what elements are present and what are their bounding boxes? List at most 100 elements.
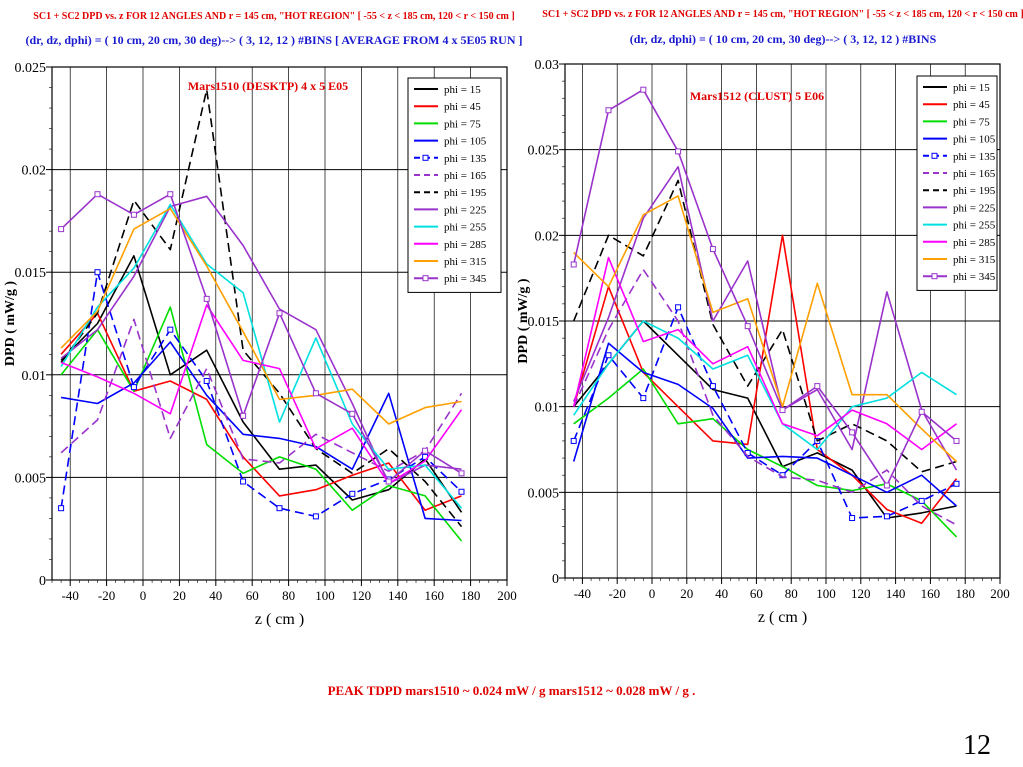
legend-label: phi = 225 (444, 204, 487, 216)
data-point-marker (203, 377, 210, 384)
x-tick-label: 180 (955, 586, 975, 601)
data-point-marker (167, 191, 174, 198)
legend-label: phi = 105 (444, 136, 487, 148)
legend-label: phi = 285 (444, 239, 487, 251)
data-point-marker (422, 447, 429, 454)
x-tick-label: 40 (209, 588, 222, 603)
data-point-marker (240, 412, 247, 419)
legend-label: phi = 255 (444, 222, 487, 234)
data-point-marker (349, 410, 356, 417)
data-point-marker (675, 148, 682, 155)
x-tick-label: 80 (282, 588, 295, 603)
y-tick-label: 0.01 (22, 369, 47, 384)
data-point-marker (744, 323, 751, 330)
legend-label: phi = 165 (953, 168, 996, 180)
data-point-marker (883, 513, 890, 520)
data-point-marker (605, 107, 612, 114)
series-line (572, 306, 957, 519)
series-line (60, 271, 463, 518)
legend-label: phi = 315 (444, 256, 487, 268)
series-line (572, 88, 958, 487)
series-line (60, 341, 462, 522)
data-point-marker (312, 390, 319, 397)
x-tick-label: -20 (98, 588, 115, 603)
x-tick-label: 140 (388, 588, 408, 603)
legend-label: phi = 225 (953, 202, 996, 214)
series-line (60, 203, 463, 509)
series-line (572, 166, 958, 471)
y-tick-label: 0.02 (22, 164, 47, 179)
y-tick-label: 0.025 (15, 61, 47, 76)
legend-label: phi = 165 (444, 170, 487, 182)
legend-label: phi = 135 (444, 153, 487, 165)
x-tick-label: 120 (352, 588, 372, 603)
data-point-marker (953, 437, 960, 444)
y-axis-label: DPD ( mW/g ) (3, 281, 18, 366)
x-axis-label: z ( cm ) (758, 609, 807, 626)
data-point-marker (849, 429, 856, 436)
series-line (572, 179, 957, 473)
data-point-marker (385, 478, 392, 485)
series-line (572, 256, 957, 451)
legend-label: phi = 345 (953, 271, 996, 283)
data-point-marker (240, 478, 247, 485)
data-point-marker (953, 480, 960, 487)
series-line (60, 312, 462, 512)
x-tick-label: 180 (461, 588, 481, 603)
x-tick-label: -40 (574, 586, 591, 601)
x-tick-label: 100 (315, 588, 335, 603)
y-tick-label: 0.02 (535, 229, 560, 244)
data-point-marker (570, 437, 577, 444)
y-tick-label: 0 (39, 574, 46, 589)
legend-label: phi = 45 (444, 101, 481, 113)
x-tick-label: 140 (886, 586, 906, 601)
y-tick-label: 0.03 (535, 58, 560, 73)
data-point-marker (883, 482, 890, 489)
legend-label: phi = 15 (444, 84, 481, 96)
legend-label: phi = 285 (953, 237, 996, 249)
data-point-marker (94, 191, 101, 198)
data-point-marker (458, 470, 465, 477)
legend-marker (931, 273, 938, 280)
x-tick-label: -40 (62, 588, 79, 603)
x-tick-label: 40 (715, 586, 728, 601)
series-line (60, 88, 463, 528)
x-tick-label: 60 (750, 586, 763, 601)
y-tick-label: 0 (552, 572, 559, 587)
data-point-marker (570, 261, 577, 268)
chart-subtitle: (dr, dz, dphi) = ( 10 cm, 20 cm, 30 deg)… (630, 32, 937, 46)
y-tick-label: 0.025 (528, 144, 560, 159)
data-point-marker (918, 497, 925, 504)
legend-label: phi = 195 (444, 187, 487, 199)
x-axis-label: z ( cm ) (255, 611, 304, 628)
x-tick-label: 200 (497, 588, 517, 603)
legend-label: phi = 75 (953, 116, 990, 128)
data-point-marker (709, 383, 716, 390)
data-point-marker (458, 488, 465, 495)
y-tick-label: 0.015 (528, 315, 560, 330)
x-tick-label: 100 (816, 586, 836, 601)
x-tick-label: 80 (785, 586, 798, 601)
data-point-marker (130, 211, 137, 218)
series-line (60, 193, 462, 483)
legend-label: phi = 255 (953, 220, 996, 232)
data-point-marker (94, 269, 101, 276)
series-line (572, 268, 957, 526)
legend-label: phi = 105 (953, 134, 996, 146)
y-tick-label: 0.01 (535, 401, 560, 416)
chart-subtitle: (dr, dz, dphi) = ( 10 cm, 20 cm, 30 deg)… (25, 33, 522, 47)
legend-label: phi = 45 (953, 99, 990, 111)
data-point-marker (130, 384, 137, 391)
legend-label: phi = 195 (953, 185, 996, 197)
x-tick-label: 200 (990, 586, 1010, 601)
data-point-marker (779, 407, 786, 414)
legend-label: phi = 135 (953, 151, 996, 163)
x-tick-label: 0 (140, 588, 147, 603)
series-line (60, 255, 463, 513)
legend-box (916, 75, 998, 291)
x-tick-label: 0 (649, 586, 656, 601)
run-annotation: Mars1512 (CLUST) 5 E06 (690, 89, 824, 103)
x-tick-label: 20 (680, 586, 693, 601)
data-point-marker (167, 326, 174, 333)
